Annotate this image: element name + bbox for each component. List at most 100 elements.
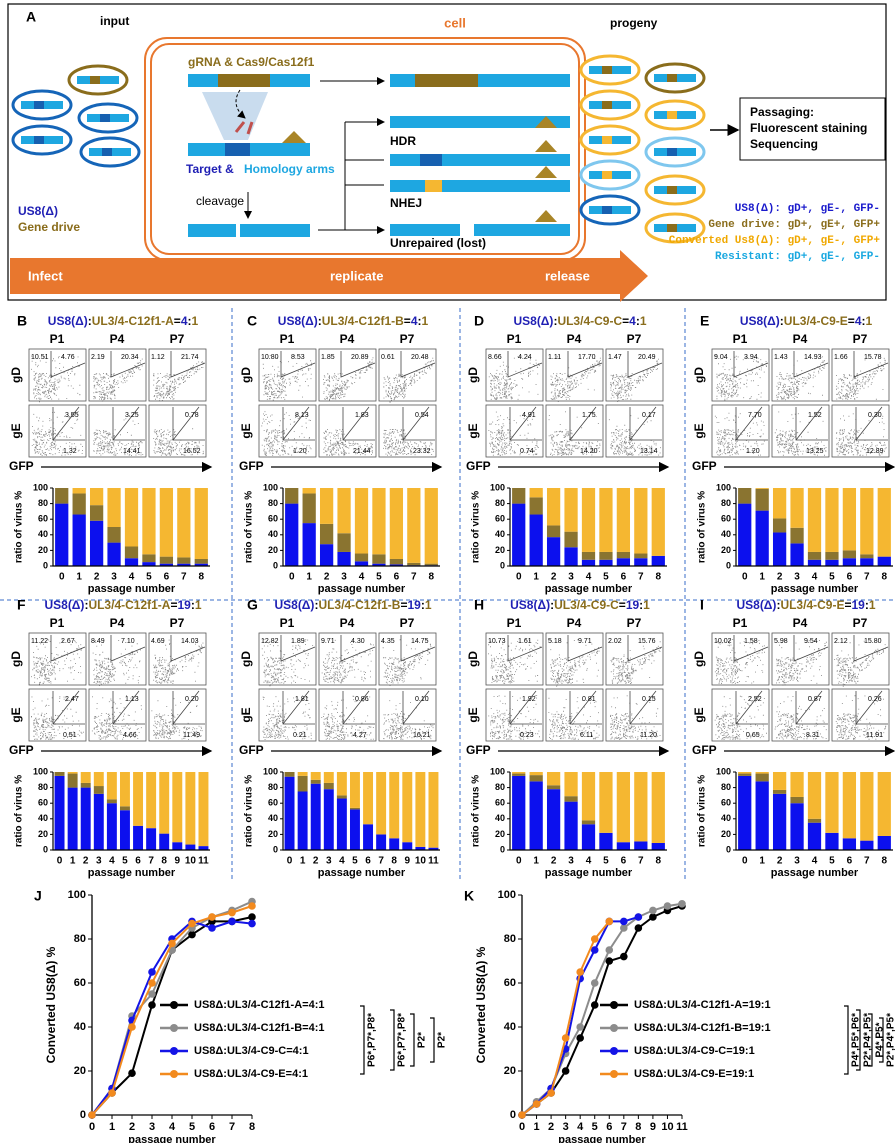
x-tick-label: 6 [209, 1121, 215, 1133]
homology-triangle [535, 210, 557, 222]
genome-bar-seg [667, 74, 677, 82]
flow-value: 1.13 [125, 696, 139, 703]
x-tick-label: 1 [533, 1121, 539, 1133]
bar-segment [634, 554, 647, 559]
y-tick-label: 60 [38, 798, 48, 808]
flow-column: P4 [110, 616, 125, 630]
x-tick-label: 4 [577, 1121, 584, 1133]
flow-value: 9.71 [321, 638, 335, 645]
bar-segment [790, 803, 803, 850]
outcome-label: HDR [390, 134, 416, 148]
x-tick-label: 0 [742, 572, 748, 583]
genome [390, 224, 460, 236]
title-part: US8(Δ) [44, 598, 84, 612]
flow-column: P7 [853, 616, 868, 630]
bar-segment [512, 776, 525, 850]
bar-segment [303, 493, 316, 523]
bar-segment [773, 790, 786, 794]
point [228, 909, 236, 917]
bar-segment [773, 518, 786, 532]
cell-label: cell [444, 15, 466, 30]
bar-segment [878, 488, 891, 557]
point [649, 907, 657, 915]
y-tick-label: 80 [721, 498, 731, 508]
flow-value: 16.21 [413, 732, 431, 739]
bar-segment [738, 774, 751, 776]
bar-segment [320, 544, 333, 566]
x-tick-label: 2 [83, 856, 89, 867]
x-tick-label: 6 [394, 572, 400, 583]
bar-segment [808, 552, 821, 560]
bar-segment [133, 826, 143, 850]
bar-segment [530, 515, 543, 566]
panel-label: H [474, 597, 484, 613]
legend-text: Resistant: gD+, gE-, GFP- [715, 251, 880, 263]
y-axis-label: ratio of virus % [697, 775, 708, 847]
point [620, 953, 628, 961]
x-tick-label: 11 [198, 856, 209, 867]
bar-segment [94, 786, 104, 794]
flow-value: 1.89 [291, 638, 305, 645]
flow-value: 4.76 [61, 354, 75, 361]
flow-axis-label: gD [692, 651, 706, 667]
bar-segment [177, 557, 190, 563]
flow-value: 1.20 [293, 448, 307, 455]
flow-column: P7 [400, 332, 415, 346]
bar-segment [159, 834, 169, 850]
x-tick-label: 5 [352, 856, 358, 867]
bar-segment [55, 776, 65, 850]
genome-bar-seg [34, 136, 44, 144]
bar-segment [512, 774, 525, 776]
bar-segment [81, 783, 91, 788]
bar-segment [564, 488, 577, 532]
y-tick-label: 100 [263, 482, 278, 492]
x-tick-label: 7 [229, 1121, 235, 1133]
flow-value: 9.71 [578, 638, 592, 645]
genome-bar-seg [667, 148, 677, 156]
bar-segment [177, 488, 190, 557]
bar-segment [120, 806, 130, 810]
bar-segment [425, 564, 438, 566]
bar-segment [363, 824, 373, 850]
flow-value: 5.98 [774, 638, 788, 645]
flow-value: 9.04 [714, 354, 728, 361]
x-axis-label: passage number [318, 583, 406, 595]
bar-segment [860, 488, 873, 554]
flow-value: 0.30 [868, 412, 882, 419]
bar-segment [68, 774, 78, 788]
legend-label: US8Δ:UL3/4-C12f1-B=19:1 [634, 1022, 771, 1034]
title-part: 1 [869, 598, 876, 612]
flow-column: P7 [627, 616, 642, 630]
panel-label: D [474, 313, 484, 329]
panel-label: K [464, 888, 474, 904]
bar-segment [860, 558, 873, 566]
x-tick-label: 3 [568, 572, 574, 583]
point [562, 1034, 570, 1042]
bar-segment [582, 560, 595, 566]
bar-segment [617, 842, 630, 850]
point [605, 918, 613, 926]
bar-segment [407, 563, 420, 565]
bar-segment [808, 823, 821, 850]
flow-value: 0.87 [808, 696, 822, 703]
x-tick-label: 6 [606, 1121, 612, 1133]
y-tick-label: 20 [38, 829, 48, 839]
flow-column: P4 [567, 616, 582, 630]
bar-segment [652, 772, 665, 843]
bar-segment [73, 488, 86, 493]
outcome-label: Unrepaired (lost) [390, 236, 486, 250]
flow-axis-label: gD [466, 651, 480, 667]
title-part: UL3/4-C12f1-B [318, 598, 400, 612]
title-part: US8(Δ) [736, 598, 776, 612]
bar-segment [428, 772, 438, 848]
x-tick-label: 5 [592, 1121, 598, 1133]
title-part: 1 [425, 598, 432, 612]
bracket [360, 1006, 364, 1074]
bar-segment [617, 558, 630, 566]
x-tick-label: 5 [122, 856, 128, 867]
flow-value: 8.13 [295, 412, 309, 419]
legend-text: Converted Us8(Δ): gD+, gE-, GFP+ [669, 235, 881, 247]
bar-segment [185, 772, 195, 845]
bracket [390, 1010, 394, 1070]
x-tick-label: 0 [59, 572, 65, 583]
